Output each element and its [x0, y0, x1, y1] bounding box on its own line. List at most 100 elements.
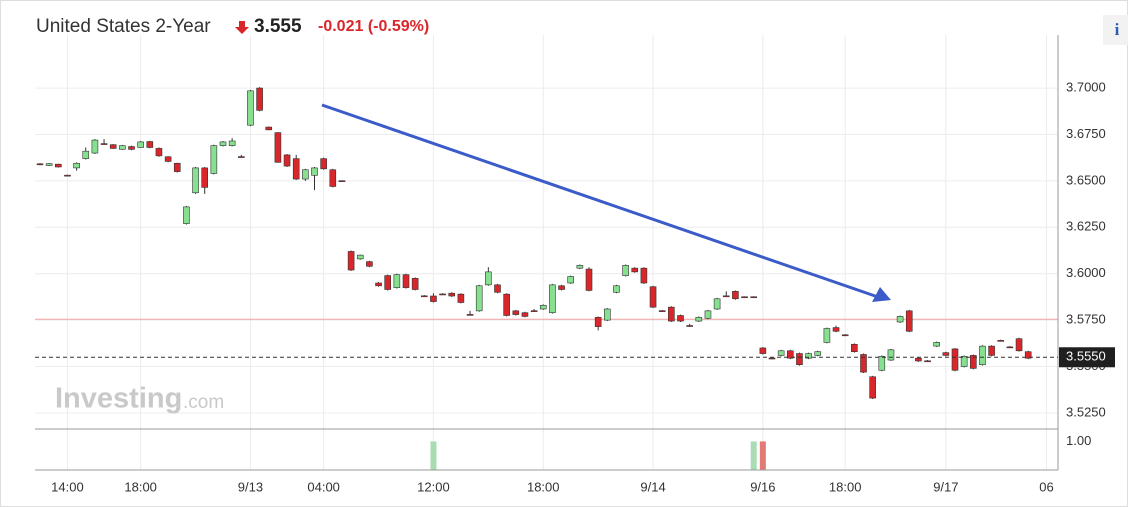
candle-body [860, 354, 867, 373]
candle-body [192, 167, 199, 194]
candle-body [173, 162, 181, 172]
candle-body [539, 304, 547, 310]
candle-body [512, 310, 520, 315]
candle-body [722, 295, 730, 298]
candle-body [36, 163, 44, 166]
candle-body [448, 292, 456, 297]
candle-body [768, 357, 776, 360]
candle-body [549, 284, 556, 314]
candle-body [668, 306, 675, 322]
candle-body [73, 162, 80, 169]
candle-body [439, 293, 446, 296]
candle-body [942, 352, 950, 356]
candle-body [329, 169, 337, 187]
candle-body [631, 267, 639, 273]
candle-body [869, 376, 876, 399]
last-price-label: 3.5550 [1066, 349, 1106, 364]
candle-body [292, 158, 300, 180]
candle-body [979, 345, 986, 365]
x-tick-label: 06 [1039, 479, 1053, 494]
y-tick-label: 3.6250 [1066, 219, 1106, 234]
y-tick-label: 3.7000 [1066, 80, 1106, 95]
candle-body [823, 328, 831, 343]
candle-body [494, 284, 501, 293]
candle-body [686, 325, 693, 327]
info-button[interactable] [1103, 15, 1128, 45]
candle-body [356, 254, 364, 260]
candle-body [128, 146, 135, 150]
candle-body [896, 316, 904, 323]
watermark: Investing [55, 383, 182, 415]
candle-body [558, 285, 565, 290]
candle-body [228, 140, 236, 146]
candle-body [302, 169, 309, 180]
candle-body [732, 291, 739, 300]
candle-body [320, 158, 327, 170]
candle-body [411, 278, 419, 290]
candle-body [613, 285, 620, 293]
candle-body [384, 275, 392, 290]
candle-body [54, 163, 62, 168]
candle-body [347, 251, 355, 271]
candle-body [91, 139, 99, 154]
candle-body [649, 286, 657, 308]
candle-body [109, 144, 117, 149]
candle-body [988, 345, 995, 356]
candle-body [878, 356, 886, 371]
axes: 3.7000 3.6750 3.6500 3.6250 3.6000 3.5750 3.55… [35, 35, 1115, 494]
candle-body [1015, 338, 1023, 352]
y-tick-label: 3.5750 [1066, 312, 1106, 327]
candle-body [924, 360, 931, 363]
candle-body [814, 351, 822, 356]
trend-arrowhead [872, 287, 891, 302]
candle-body [695, 317, 703, 322]
candle-body [594, 317, 602, 327]
candle-body [256, 87, 263, 111]
candle-body [420, 295, 428, 298]
x-tick-label: 18:00 [829, 479, 862, 494]
candle-body [247, 90, 254, 126]
candle-body [485, 271, 492, 286]
candle-body [402, 274, 410, 288]
candle-body [283, 154, 291, 167]
candle-body [585, 268, 593, 291]
candle-body [576, 265, 584, 269]
info-icon[interactable]: i [1115, 20, 1120, 39]
x-tick-label: 12:00 [417, 479, 450, 494]
candle-body [530, 310, 538, 312]
candle-body [841, 334, 849, 337]
candle-body [796, 353, 803, 365]
candle-body [1024, 351, 1032, 359]
candle-body [430, 295, 437, 302]
volume-bar [759, 441, 766, 470]
x-tick-label: 9/13 [238, 479, 263, 494]
x-tick-label: 9/14 [640, 479, 665, 494]
candle-body [567, 276, 575, 284]
candle-body [905, 310, 913, 332]
candle-body [503, 293, 510, 316]
candle-body [265, 126, 273, 131]
candle-body [805, 353, 812, 359]
watermark-suffix: .com [183, 392, 224, 413]
candle-body [677, 315, 684, 322]
y-tick-label: 3.6500 [1066, 172, 1106, 187]
chart-title: United States 2-Year [36, 16, 211, 37]
candle-body [969, 355, 977, 369]
candle-body [45, 163, 53, 166]
candle-body [475, 285, 483, 312]
candle-body [960, 356, 968, 367]
y-tick-label: 3.6000 [1066, 265, 1106, 280]
candle-body [997, 340, 1005, 342]
candle-body [119, 145, 126, 150]
candle-body [375, 282, 382, 287]
volume-bar [750, 441, 757, 470]
candle-body [219, 141, 227, 146]
candle-body [466, 314, 474, 316]
candle-body [640, 267, 648, 284]
candle-body [832, 327, 840, 332]
x-tick-label: 18:00 [527, 479, 560, 494]
y-tick-label: 3.5250 [1066, 404, 1106, 419]
candle-body [741, 296, 748, 299]
